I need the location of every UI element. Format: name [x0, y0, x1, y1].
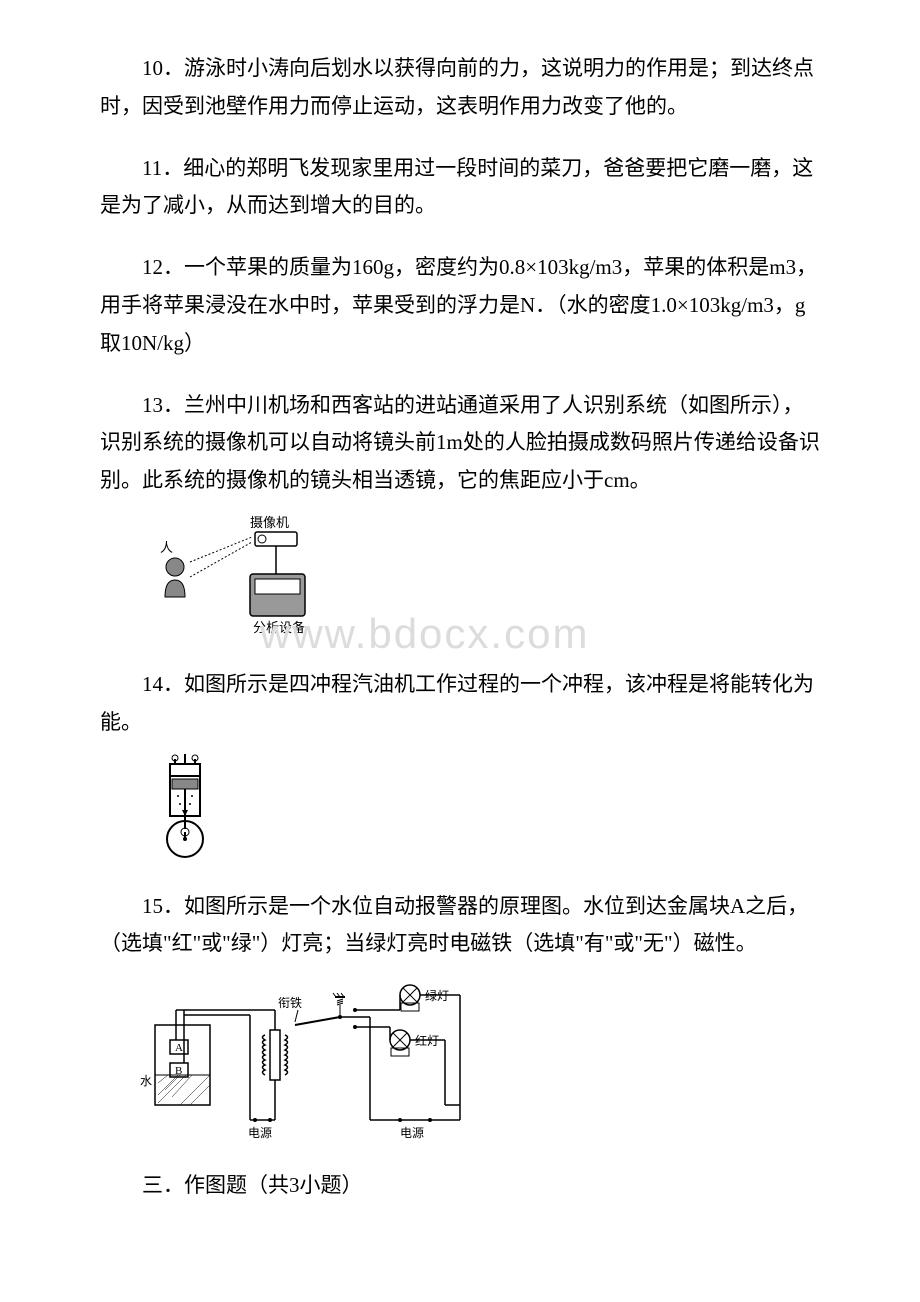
question-10: 10．游泳时小涛向后划水以获得向前的力，这说明力的作用是；到达终点时，因受到池壁…: [100, 50, 820, 126]
camera-label: 摄像机: [250, 515, 289, 530]
figure-13: 摄像机 人 分析设备: [140, 512, 820, 642]
question-11-text: 11．细心的郑明飞发现家里用过一段时间的菜刀，爸爸要把它磨一磨，这是为了减小，从…: [100, 150, 820, 226]
figure-15: 水 A B 衔铁: [140, 975, 820, 1145]
question-14: 14．如图所示是四冲程汽油机工作过程的一个冲程，该冲程是将能转化为能。: [100, 666, 820, 864]
power2-label: 电源: [400, 1126, 424, 1140]
water-label: 水: [140, 1074, 152, 1088]
power1-label: 电源: [248, 1126, 272, 1140]
question-10-text: 10．游泳时小涛向后划水以获得向前的力，这说明力的作用是；到达终点时，因受到池壁…: [100, 50, 820, 126]
question-12-text: 12．一个苹果的质量为160g，密度约为0.8×103kg/m3，苹果的体积是m…: [100, 249, 820, 362]
figure-14: [140, 754, 820, 864]
device-label: 分析设备: [253, 620, 305, 635]
iron-label: 衔铁: [278, 996, 302, 1010]
question-13: 13．兰州中川机场和西客站的进站通道采用了人识别系统（如图所示），识别系统的摄像…: [100, 387, 820, 642]
question-15: 15．如图所示是一个水位自动报警器的原理图。水位到达金属块A之后，（选填"红"或…: [100, 888, 820, 1146]
question-13-text: 13．兰州中川机场和西客站的进站通道采用了人识别系统（如图所示），识别系统的摄像…: [100, 387, 820, 500]
section-3-title: 三．作图题（共3小题）: [100, 1169, 820, 1199]
block-b-label: B: [175, 1065, 182, 1077]
question-14-text: 14．如图所示是四冲程汽油机工作过程的一个冲程，该冲程是将能转化为能。: [100, 666, 820, 742]
question-15-text: 15．如图所示是一个水位自动报警器的原理图。水位到达金属块A之后，（选填"红"或…: [100, 888, 820, 964]
person-label: 人: [160, 540, 173, 555]
question-11: 11．细心的郑明飞发现家里用过一段时间的菜刀，爸爸要把它磨一磨，这是为了减小，从…: [100, 150, 820, 226]
block-a-label: A: [175, 1042, 183, 1054]
question-12: 12．一个苹果的质量为160g，密度约为0.8×103kg/m3，苹果的体积是m…: [100, 249, 820, 362]
